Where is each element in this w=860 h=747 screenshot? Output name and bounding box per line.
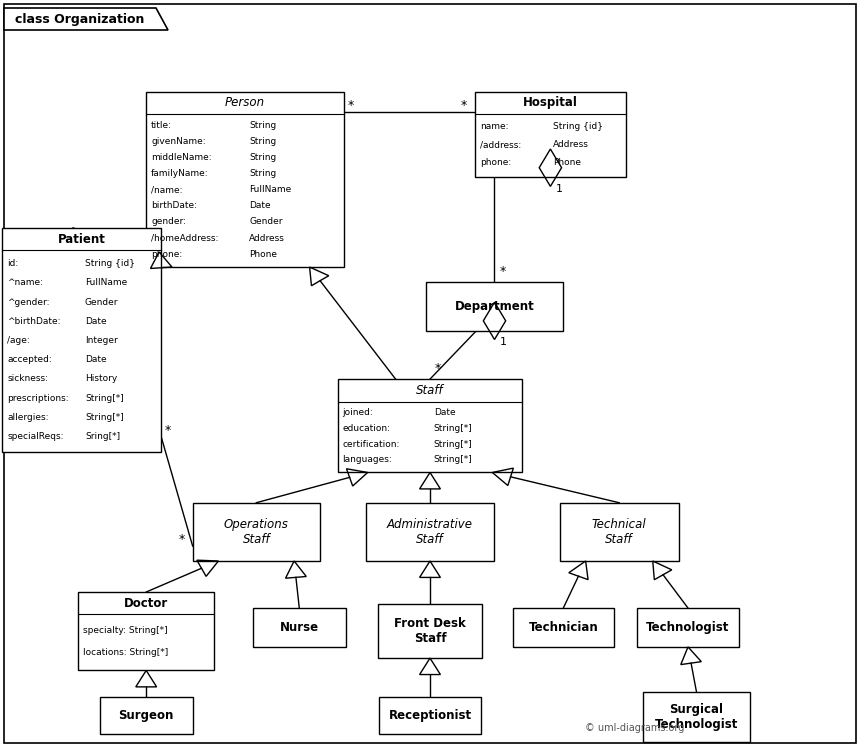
Text: String: String: [249, 137, 276, 146]
Text: Front Desk
Staff: Front Desk Staff: [394, 617, 466, 645]
Bar: [379, 697, 481, 734]
Text: sickness:: sickness:: [7, 374, 48, 383]
Text: education:: education:: [342, 424, 390, 433]
Text: Patient: Patient: [58, 232, 106, 246]
Text: Surgical
Technologist: Surgical Technologist: [655, 703, 738, 731]
Text: String: String: [249, 153, 276, 162]
Text: Technician: Technician: [528, 621, 599, 634]
Text: History: History: [85, 374, 117, 383]
Text: String {id}: String {id}: [554, 122, 604, 131]
Text: phone:: phone:: [151, 249, 182, 258]
Text: title:: title:: [151, 121, 172, 130]
Bar: [100, 697, 193, 734]
Text: ^name:: ^name:: [7, 279, 43, 288]
Text: String[*]: String[*]: [433, 456, 472, 465]
Text: familyName:: familyName:: [151, 169, 209, 178]
Text: FullName: FullName: [85, 279, 127, 288]
Text: Gender: Gender: [249, 217, 283, 226]
Bar: [560, 503, 679, 561]
Text: 1: 1: [500, 338, 507, 347]
Bar: [3, 228, 162, 452]
Text: gender:: gender:: [151, 217, 187, 226]
Text: birthDate:: birthDate:: [151, 201, 197, 211]
Text: Gender: Gender: [85, 297, 119, 306]
Bar: [475, 92, 625, 178]
Text: Operations
Staff: Operations Staff: [224, 518, 289, 546]
Text: class Organization: class Organization: [15, 13, 144, 25]
Text: String[*]: String[*]: [85, 394, 124, 403]
Text: id:: id:: [7, 259, 18, 268]
Bar: [253, 608, 346, 647]
Text: /address:: /address:: [480, 140, 521, 149]
Text: Integer: Integer: [85, 336, 118, 345]
Text: Date: Date: [85, 317, 107, 326]
Text: Hospital: Hospital: [523, 96, 578, 109]
Text: 1: 1: [556, 185, 562, 194]
Text: Person: Person: [225, 96, 265, 109]
Text: Surgeon: Surgeon: [119, 709, 174, 722]
Text: ^gender:: ^gender:: [7, 297, 50, 306]
Text: Address: Address: [554, 140, 589, 149]
Text: Sring[*]: Sring[*]: [85, 432, 120, 441]
Text: *: *: [435, 362, 441, 375]
Text: Date: Date: [249, 201, 271, 211]
Text: Administrative
Staff: Administrative Staff: [387, 518, 473, 546]
Text: /age:: /age:: [7, 336, 30, 345]
Text: String: String: [249, 121, 276, 130]
Text: middleName:: middleName:: [151, 153, 212, 162]
Text: String[*]: String[*]: [433, 424, 472, 433]
Bar: [366, 503, 494, 561]
Bar: [193, 503, 320, 561]
Text: specialReqs:: specialReqs:: [7, 432, 64, 441]
Text: String: String: [249, 169, 276, 178]
Bar: [146, 91, 344, 267]
Text: ^birthDate:: ^birthDate:: [7, 317, 61, 326]
Text: Date: Date: [85, 356, 107, 365]
Bar: [643, 692, 750, 742]
Text: FullName: FullName: [249, 185, 292, 194]
Text: String[*]: String[*]: [85, 413, 124, 422]
Text: specialty: String[*]: specialty: String[*]: [83, 625, 168, 635]
Text: name:: name:: [480, 122, 508, 131]
Text: joined:: joined:: [342, 408, 373, 417]
Text: String {id}: String {id}: [85, 259, 135, 268]
Bar: [337, 379, 523, 473]
Text: Nurse: Nurse: [280, 621, 319, 634]
Text: Receptionist: Receptionist: [389, 709, 471, 722]
Text: Department: Department: [455, 300, 534, 313]
Text: Phone: Phone: [249, 249, 277, 258]
Text: © uml-diagrams.org: © uml-diagrams.org: [585, 723, 685, 733]
Text: givenName:: givenName:: [151, 137, 206, 146]
Text: Staff: Staff: [416, 384, 444, 397]
Text: /homeAddress:: /homeAddress:: [151, 234, 218, 243]
Bar: [426, 282, 563, 330]
Text: *: *: [178, 533, 185, 546]
Text: locations: String[*]: locations: String[*]: [83, 648, 169, 657]
Bar: [513, 608, 614, 647]
Text: *: *: [348, 99, 354, 113]
Text: certification:: certification:: [342, 439, 400, 449]
Text: Phone: Phone: [554, 158, 581, 167]
Text: Technologist: Technologist: [647, 621, 729, 634]
Text: Date: Date: [433, 408, 455, 417]
Text: Technical
Staff: Technical Staff: [592, 518, 647, 546]
Text: *: *: [461, 99, 467, 113]
Text: *: *: [500, 264, 506, 278]
Text: languages:: languages:: [342, 456, 392, 465]
Text: *: *: [164, 424, 170, 437]
Bar: [637, 608, 739, 647]
Text: Doctor: Doctor: [124, 597, 169, 610]
Text: allergies:: allergies:: [7, 413, 49, 422]
Bar: [378, 604, 482, 658]
Polygon shape: [4, 8, 168, 30]
Text: prescriptions:: prescriptions:: [7, 394, 69, 403]
Text: accepted:: accepted:: [7, 356, 52, 365]
Text: phone:: phone:: [480, 158, 512, 167]
Text: Address: Address: [249, 234, 285, 243]
Bar: [78, 592, 214, 671]
Text: String[*]: String[*]: [433, 439, 472, 449]
Text: /name:: /name:: [151, 185, 182, 194]
